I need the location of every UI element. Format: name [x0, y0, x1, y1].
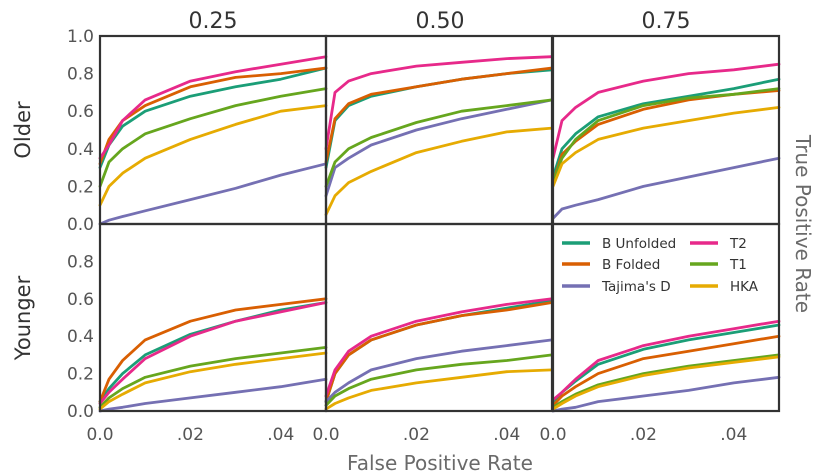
series-tajima-s-d	[551, 375, 781, 413]
y-tick-label: 0.0	[67, 402, 94, 422]
y-tick-label: 0.8	[67, 65, 94, 85]
y-tick-label: 0.2	[67, 177, 94, 197]
series-t1	[324, 98, 554, 188]
legend-label: T1	[729, 257, 747, 273]
series-b-folded	[324, 66, 554, 164]
series-t1	[98, 87, 328, 188]
series-t2	[551, 62, 781, 160]
series-hka	[98, 351, 328, 411]
legend-label: B Unfolded	[602, 236, 676, 252]
panel-frames	[98, 34, 781, 413]
y-axis-label: True Positive Rate	[791, 134, 814, 313]
x-axis-label: False Positive Rate	[347, 451, 533, 475]
legend-entry-b-unfolded: B Unfolded	[562, 236, 676, 252]
y-tick-label: 0.0	[67, 215, 94, 235]
x-tick-label: .02	[177, 425, 204, 445]
x-tick-label: .04	[493, 425, 520, 445]
y-tick-label: 1.0	[67, 27, 94, 47]
series-hka	[551, 106, 781, 188]
series-t1	[324, 353, 554, 407]
panel-older-0.25	[98, 55, 328, 226]
series-b-folded	[324, 301, 554, 403]
panel-younger-0.25	[98, 297, 328, 413]
row-label-younger: Younger	[11, 275, 35, 361]
column-title-0.25: 0.25	[189, 9, 238, 34]
series-hka	[324, 368, 554, 411]
panel-younger-0.75	[551, 319, 781, 413]
series-t2	[551, 319, 781, 402]
series-b-unfolded	[98, 301, 328, 403]
series-b-unfolded	[551, 77, 781, 179]
legend-label: HKA	[730, 279, 759, 295]
series-t1	[551, 353, 781, 409]
legend-entry-tajimas-d: Tajima's D	[562, 279, 671, 295]
y-tick-label: 0.2	[67, 365, 94, 385]
x-tick-label: .02	[403, 425, 430, 445]
curves-layer	[98, 55, 781, 413]
legend-label: B Folded	[602, 257, 660, 273]
x-tick-label: .04	[267, 425, 294, 445]
column-title-0.75: 0.75	[642, 9, 691, 34]
legend-label: T2	[729, 236, 747, 252]
panel-frame	[551, 222, 781, 413]
y-tick-label: 0.4	[67, 327, 94, 347]
legend-entry-t1: T1	[690, 257, 747, 273]
series-t1	[98, 346, 328, 409]
y-tick-label: 0.6	[67, 102, 94, 122]
series-b-folded	[551, 89, 781, 184]
x-tick-label: 0.0	[86, 425, 113, 445]
series-hka	[98, 104, 328, 207]
legend-entry-b-folded: B Folded	[562, 257, 660, 273]
panel-younger-0.50	[324, 297, 554, 411]
series-tajima-s-d	[324, 338, 554, 403]
series-tajima-s-d	[98, 377, 328, 413]
series-b-folded	[551, 334, 781, 407]
series-tajima-s-d	[551, 156, 781, 220]
y-tick-label: 0.6	[67, 290, 94, 310]
column-title-0.50: 0.50	[416, 9, 465, 34]
legend: B Unfolded T2 B Folded T1 Tajima's D HKA	[562, 236, 759, 295]
tick-labels: 0.0 0.2 0.4 0.6 0.8 1.0 0.0 0.2 0.4 0.6 0.8 0.0 .02.…	[67, 27, 747, 445]
legend-entry-t2: T2	[690, 236, 747, 252]
y-tick-label: 0.8	[67, 252, 94, 272]
row-label-older: Older	[11, 101, 35, 159]
x-tick-label: 0.0	[539, 425, 566, 445]
series-t1	[551, 87, 781, 184]
series-tajima-s-d	[324, 98, 554, 198]
series-t2	[98, 301, 328, 405]
legend-label: Tajima's D	[601, 279, 671, 295]
series-t2	[324, 55, 554, 151]
series-b-folded	[98, 297, 328, 403]
series-hka	[551, 355, 781, 411]
y-tick-label: 0.4	[67, 140, 94, 160]
panel-frame	[98, 34, 328, 226]
panel-older-0.75	[551, 62, 781, 220]
series-b-folded	[98, 66, 328, 166]
series-tajima-s-d	[98, 162, 328, 226]
x-tick-label: .04	[720, 425, 747, 445]
series-t2	[324, 297, 554, 398]
x-tick-label: 0.0	[312, 425, 339, 445]
panel-older-0.50	[324, 55, 554, 216]
x-tick-label: .02	[630, 425, 657, 445]
series-t2	[98, 55, 328, 160]
legend-entry-hka: HKA	[690, 279, 759, 295]
series-hka	[324, 126, 554, 216]
